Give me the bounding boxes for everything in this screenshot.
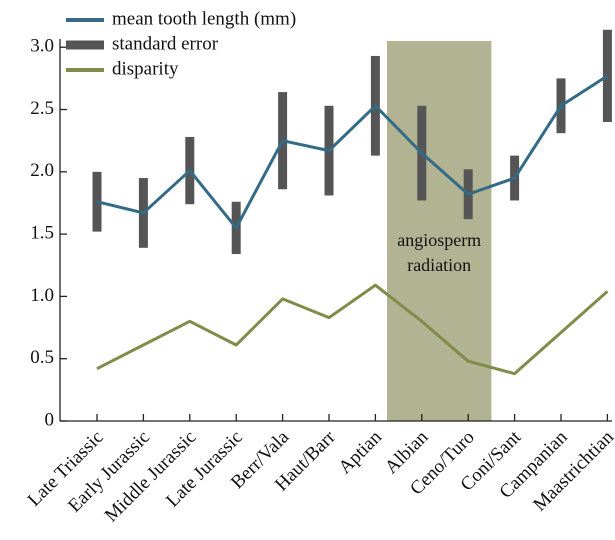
y-tick-label: 3.0 (30, 36, 54, 57)
series-line (96, 74, 609, 230)
x-tick-label: Aptian (335, 426, 387, 478)
y-tick-label: 0 (45, 409, 55, 430)
y-tick-label: 1.5 (30, 222, 54, 243)
y-tick-label: 2.5 (30, 98, 54, 119)
y-tick-label: 2.0 (30, 160, 54, 181)
legend-label: disparity (112, 58, 179, 79)
y-tick-label: 1.0 (30, 285, 54, 306)
annotation: radiation (407, 255, 471, 275)
legend-label: standard error (112, 33, 219, 54)
y-tick-label: 0.5 (30, 347, 54, 368)
shaded-region (387, 41, 492, 421)
annotation: angiosperm (397, 230, 481, 250)
series-line (96, 283, 609, 376)
legend-label: mean tooth length (mm) (112, 8, 296, 29)
